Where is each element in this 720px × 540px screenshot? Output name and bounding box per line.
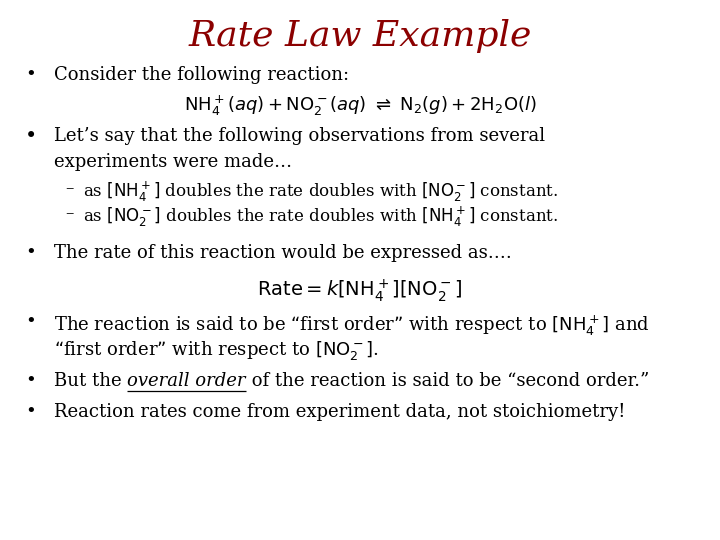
Text: experiments were made…: experiments were made… xyxy=(54,153,292,171)
Text: •: • xyxy=(25,66,36,84)
Text: $\rm Rate = \mathit{k}[NH_4^+][NO_2^-]$: $\rm Rate = \mathit{k}[NH_4^+][NO_2^-]$ xyxy=(257,277,463,304)
Text: •: • xyxy=(25,127,37,146)
Text: –: – xyxy=(65,180,73,197)
Text: ‌overall order: ‌overall order xyxy=(127,372,246,390)
Text: •: • xyxy=(25,244,36,261)
Text: •: • xyxy=(25,313,36,331)
Text: •: • xyxy=(25,372,36,390)
Text: •: • xyxy=(25,403,36,421)
Text: of the reaction is said to be “second order.”: of the reaction is said to be “second or… xyxy=(246,372,649,390)
Text: Rate Law Example: Rate Law Example xyxy=(189,19,531,53)
Text: as $[\rm NH_4^+]$ doubles the rate doubles with $[\rm NO_2^-]$ constant.: as $[\rm NH_4^+]$ doubles the rate doubl… xyxy=(83,180,558,204)
Text: –: – xyxy=(65,205,73,221)
Text: $\rm NH_4^+(\mathit{aq}) + NO_2^-(\mathit{aq})\ \rightleftharpoons\ N_2(\mathit{: $\rm NH_4^+(\mathit{aq}) + NO_2^-(\mathi… xyxy=(184,94,536,118)
Text: “first order” with respect to $[\rm NO_2^-]$.: “first order” with respect to $[\rm NO_2… xyxy=(54,339,379,362)
Text: The rate of this reaction would be expressed as….: The rate of this reaction would be expre… xyxy=(54,244,512,261)
Text: But the: But the xyxy=(54,372,127,390)
Text: The reaction is said to be “first order” with respect to $[\rm NH_4^+]$ and: The reaction is said to be “first order”… xyxy=(54,313,649,338)
Text: Reaction rates come from experiment data, not stoichiometry!: Reaction rates come from experiment data… xyxy=(54,403,626,421)
Text: as $[\rm NO_2^-]$ doubles the rate doubles with $[\rm NH_4^+]$ constant.: as $[\rm NO_2^-]$ doubles the rate doubl… xyxy=(83,205,558,229)
Text: Let’s say that the following observations from several: Let’s say that the following observation… xyxy=(54,127,545,145)
Text: Consider the following reaction:: Consider the following reaction: xyxy=(54,66,349,84)
